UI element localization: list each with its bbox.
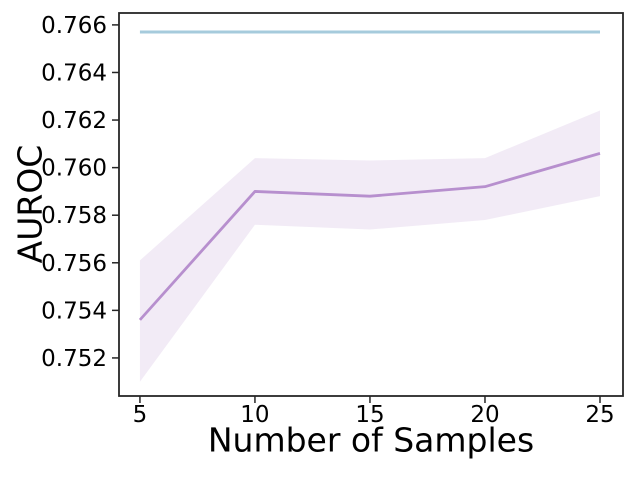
x-tick-label: 10	[240, 402, 269, 428]
y-tick-label: 0.764	[41, 60, 107, 86]
y-tick-label: 0.762	[41, 108, 107, 134]
y-tick-label: 0.766	[41, 13, 107, 39]
y-tick-label: 0.754	[41, 298, 107, 324]
x-tick-label: 15	[355, 402, 384, 428]
x-tick-label: 25	[585, 402, 614, 428]
y-tick-label: 0.756	[41, 251, 107, 277]
x-tick-label: 5	[133, 402, 148, 428]
y-axis-label: AUROC	[10, 144, 50, 264]
y-tick-label: 0.758	[41, 203, 107, 229]
sampled-auroc-line-confidence-band	[139, 110, 600, 382]
x-axis-label: Number of Samples	[207, 420, 535, 460]
x-tick-label: 20	[470, 402, 499, 428]
sampled-auroc-line	[138, 152, 601, 321]
axes-spines	[118, 12, 624, 397]
y-tick-label: 0.752	[41, 346, 107, 372]
y-tick-label: 0.760	[41, 156, 107, 182]
